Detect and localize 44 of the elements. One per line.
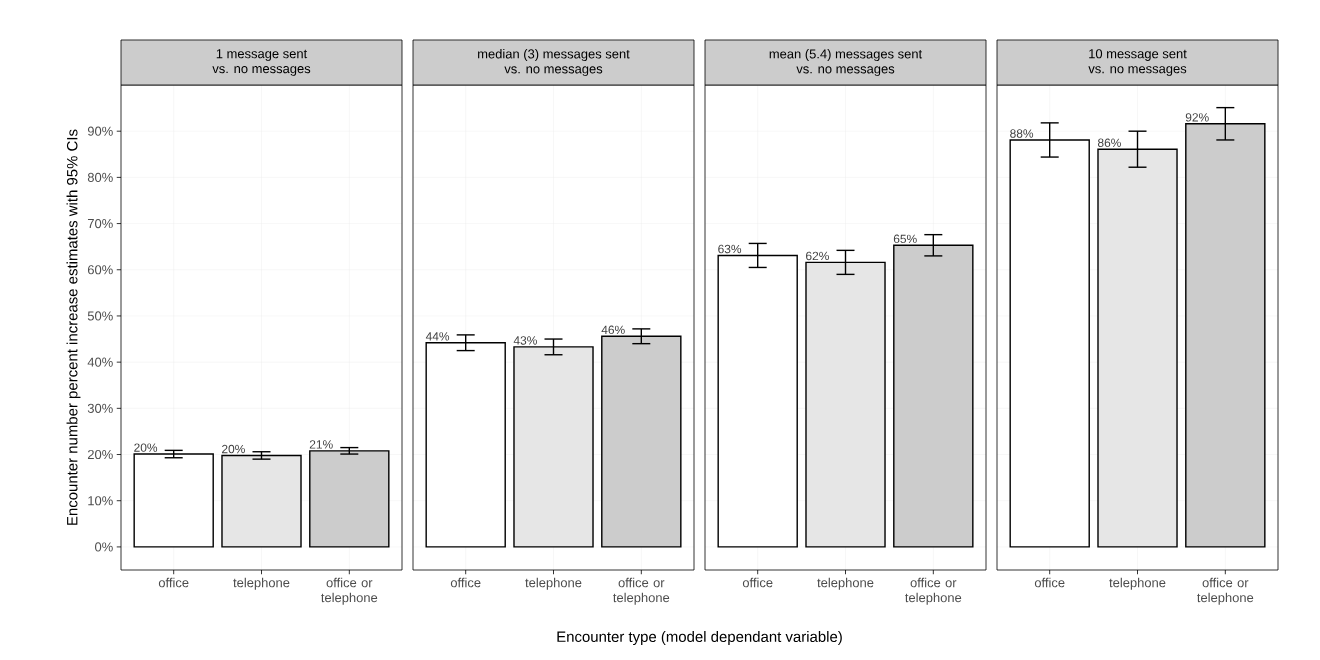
chart-title: mean (5.4) messages sent	[769, 48, 923, 62]
chart-title: 1 message sent	[216, 49, 308, 61]
x-tick-label: office	[450, 577, 481, 588]
chart-title: 10 message sent	[1089, 49, 1187, 61]
x-tick-label: telephone	[525, 577, 582, 590]
y-tick-label: 50%	[87, 311, 113, 321]
y-tick-label: 30%	[87, 403, 113, 413]
data-label: 43%	[513, 336, 537, 345]
x-tick-label: telephone	[1109, 577, 1166, 590]
data-label: 44%	[425, 332, 450, 341]
y-tick-label: 40%	[87, 357, 113, 367]
x-tick-label: office or telephone	[321, 577, 378, 605]
x-tick-label: office	[742, 577, 773, 588]
data-label: 21%	[309, 440, 333, 449]
data-label: 92%	[1185, 113, 1209, 122]
y-tick-label: 0%	[95, 542, 113, 552]
chart-title: median (3) messages sent	[478, 48, 630, 62]
data-label: 63%	[718, 244, 742, 254]
y-axis-title: Encounter number percent increase estimates with 95% CIs	[66, 129, 81, 525]
x-tick-label: office	[158, 577, 189, 588]
y-tick-label: 60%	[87, 265, 113, 275]
data-label: 65%	[893, 234, 917, 244]
x-tick-label: office or telephone	[905, 577, 962, 605]
chart-subtitle: vs. no messages	[796, 66, 895, 76]
y-tick-label: 90%	[87, 126, 113, 136]
y-tick-label: 20%	[87, 449, 113, 460]
chart-subtitle: vs. no messages	[1088, 66, 1187, 76]
x-tick-label: telephone	[817, 577, 874, 590]
x-tick-label: office	[1034, 577, 1065, 588]
data-label: 20%	[222, 444, 245, 454]
data-label: 86%	[1097, 138, 1121, 147]
chart-subtitle: vs. no messages	[504, 66, 603, 76]
x-tick-label: office or telephone	[1197, 577, 1254, 605]
x-tick-label: telephone	[233, 577, 290, 590]
y-tick-label: 70%	[87, 218, 113, 229]
x-tick-label: office or telephone	[613, 577, 670, 605]
y-tick-label: 80%	[87, 172, 113, 182]
x-axis-title: Encounter type (model dependant variable)	[557, 631, 842, 645]
chart-subtitle: vs. no messages	[212, 66, 311, 76]
data-label: 46%	[601, 325, 625, 335]
data-label: 62%	[806, 251, 829, 261]
data-label: 88%	[1010, 129, 1034, 138]
y-tick-label: 10%	[88, 496, 113, 506]
data-label: 20%	[134, 443, 158, 452]
